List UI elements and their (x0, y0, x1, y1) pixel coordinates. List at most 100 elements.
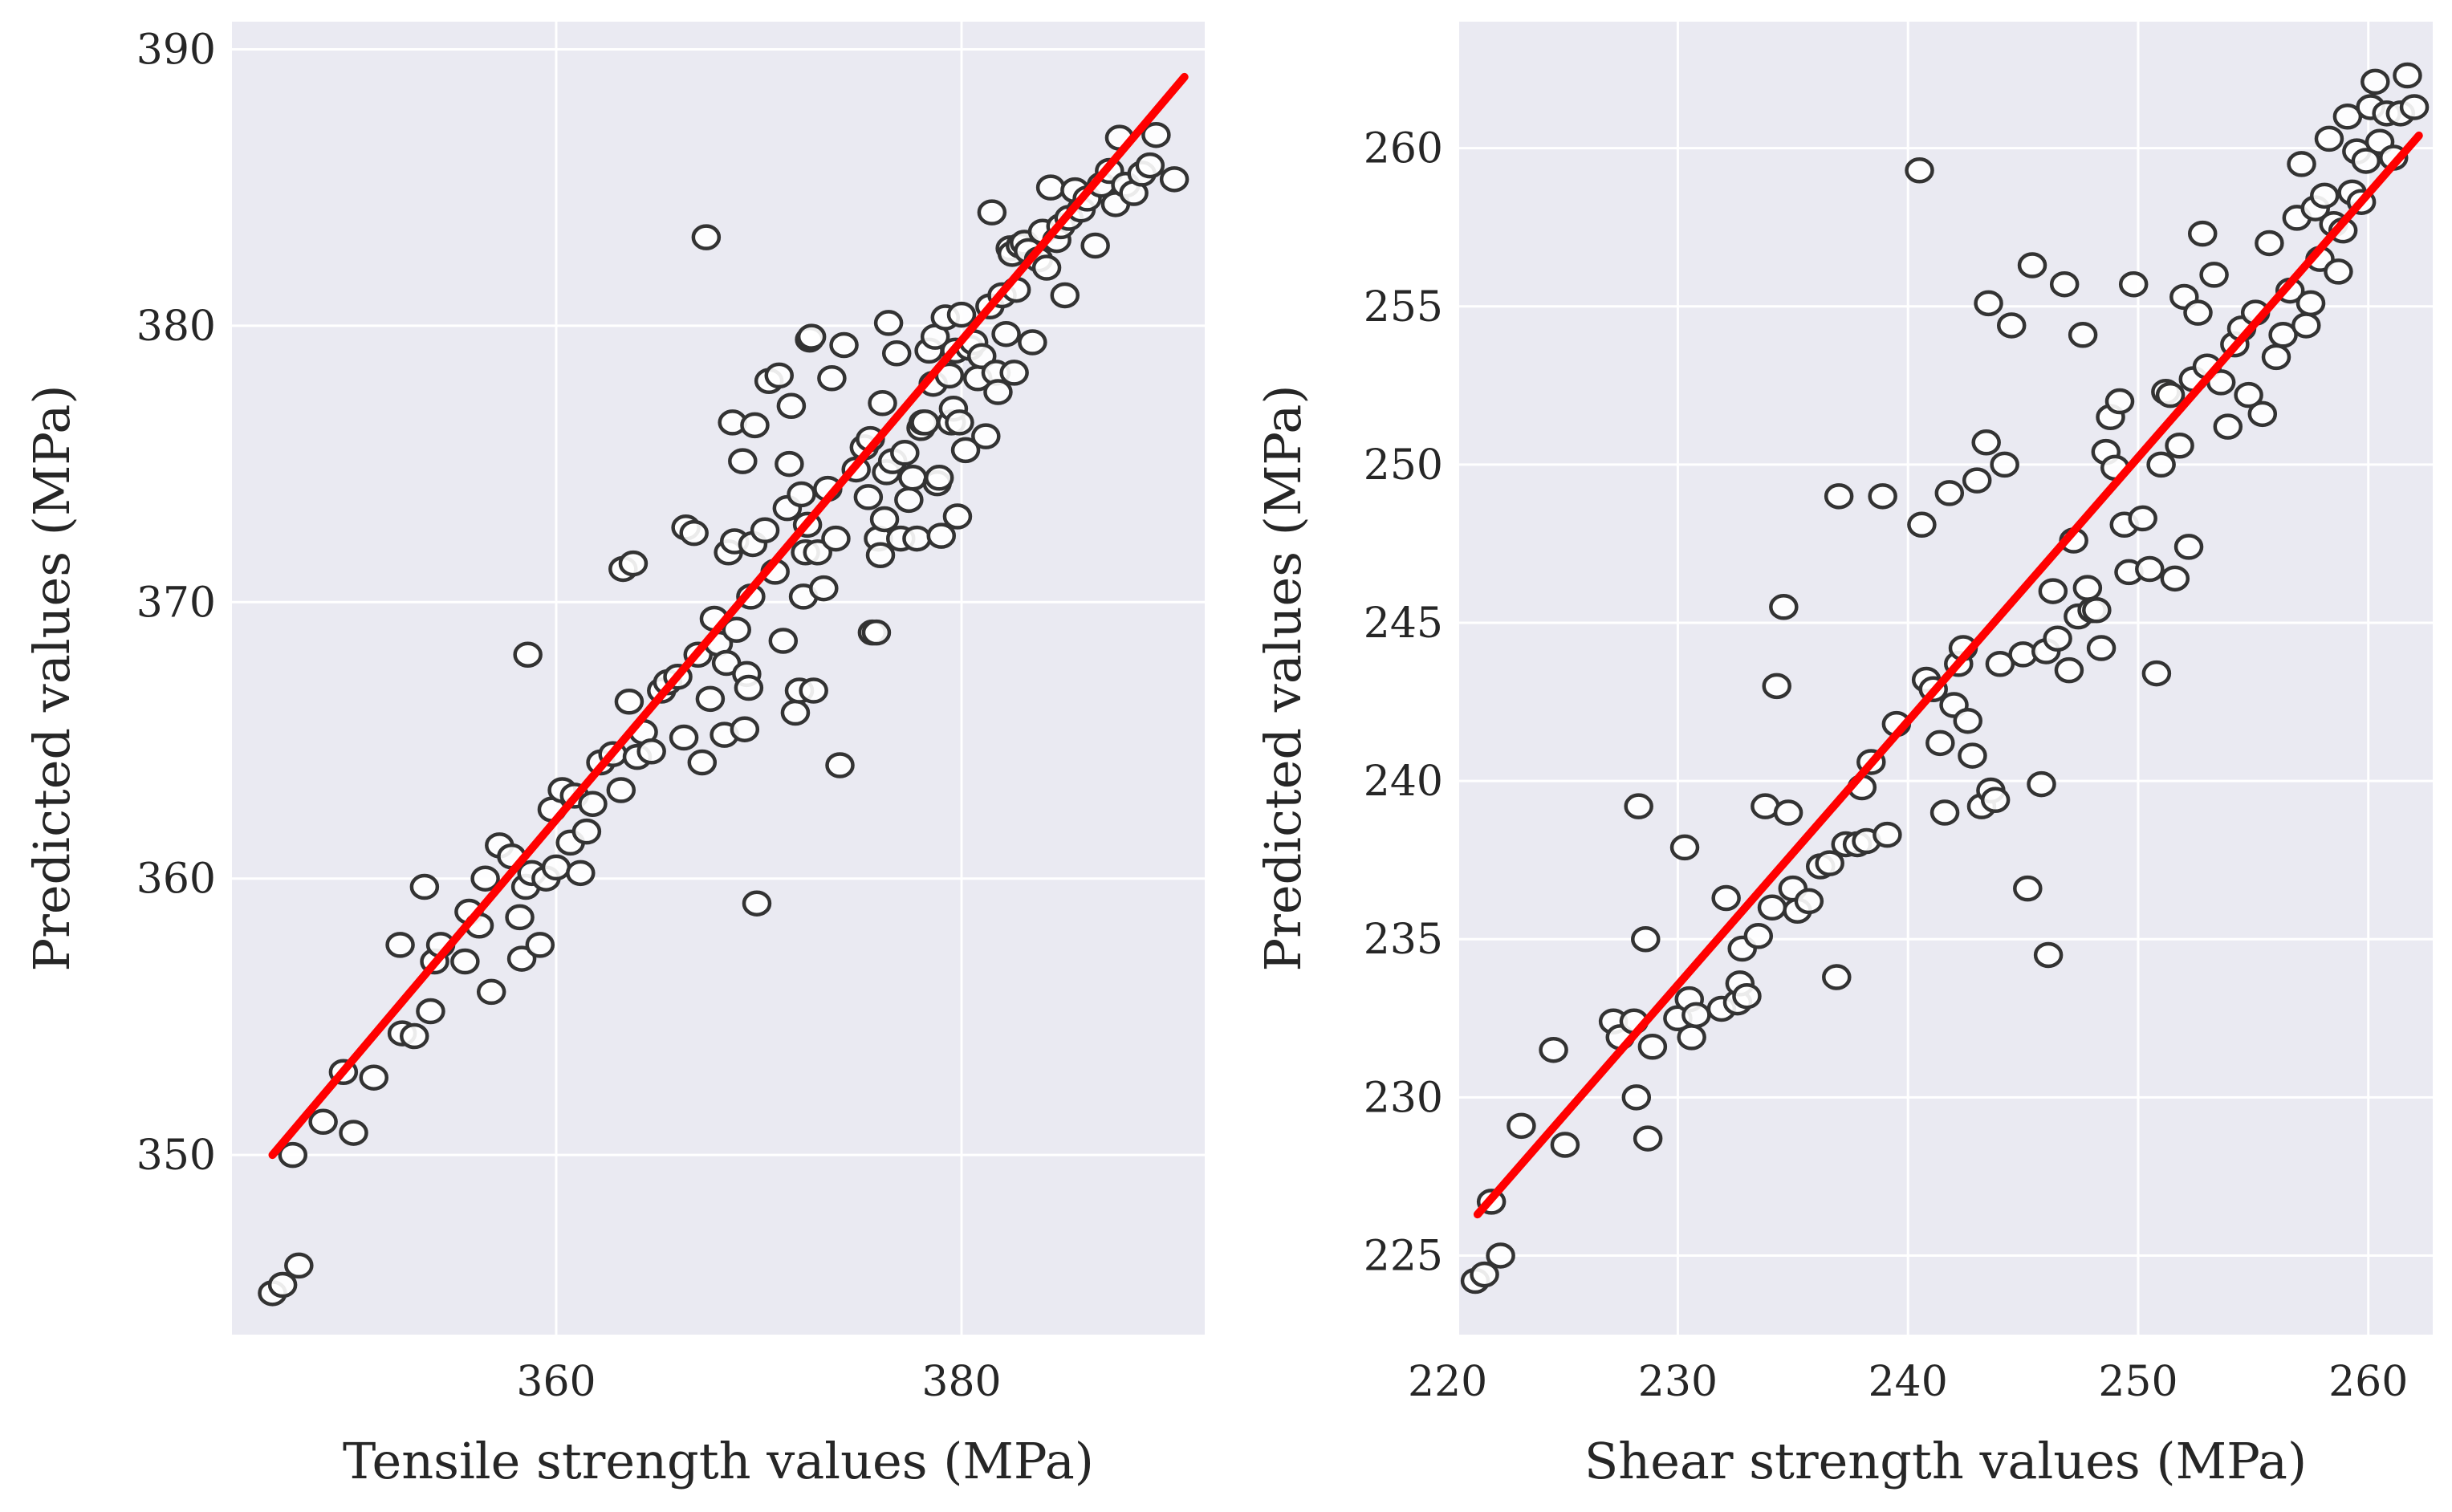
right-data-point (1815, 850, 1844, 876)
left-data-point (618, 550, 649, 577)
left-ytick-label: 350 (136, 1132, 216, 1180)
left-data-point (803, 539, 832, 566)
right-data-point (1637, 1034, 1668, 1060)
right-data-point (1677, 1024, 1706, 1051)
left-data-point (1141, 121, 1171, 148)
right-data-point (2027, 770, 2056, 798)
left-data-point (513, 641, 543, 668)
right-data-point (1873, 821, 1902, 848)
right-data-point (1929, 799, 1960, 826)
right-data-point (1980, 786, 2011, 814)
left-data-point (742, 890, 772, 917)
left-data-point (881, 340, 912, 367)
right-data-point (1822, 964, 1852, 990)
left-grid (232, 22, 1205, 1335)
right-data-point (1732, 982, 1762, 1010)
left-data-point (284, 1252, 314, 1279)
right-data-point (2049, 270, 2080, 298)
left-data-point (1018, 329, 1047, 356)
left-ytick-label: 390 (136, 26, 216, 74)
right-data-point (2135, 555, 2165, 583)
left-data-point (506, 945, 537, 972)
right-data-point (1985, 651, 2015, 677)
left-data-point (991, 320, 1021, 348)
right-data-point (1550, 1132, 1580, 1158)
right-ytick-label: 240 (1364, 758, 1443, 806)
left-data-point (750, 517, 780, 543)
left-data-point (636, 738, 666, 765)
right-data-point (1794, 888, 1824, 915)
left-data-point (861, 619, 892, 646)
right-data-point (2128, 505, 2157, 532)
right-ytick-label: 235 (1364, 916, 1443, 964)
right-xtick-label: 260 (2328, 1358, 2408, 1406)
left-data-point (470, 865, 500, 892)
right-data-point (2213, 413, 2243, 440)
right-data-point (1669, 834, 1700, 861)
left-data-point (764, 362, 794, 389)
left-data-point (691, 224, 722, 250)
right-data-point (2017, 252, 2047, 278)
right-xtick-label: 220 (1408, 1358, 1487, 1406)
right-data-point (2314, 125, 2344, 152)
right-data-point (2309, 182, 2340, 209)
left-data-point (722, 616, 751, 643)
right-data-point (1905, 157, 1934, 184)
left-data-point (728, 448, 758, 474)
left-data-point (942, 503, 973, 530)
left-data-point (740, 412, 770, 439)
left-data-point (687, 749, 718, 776)
right-data-point (2141, 660, 2172, 687)
left-data-point (541, 854, 571, 881)
left-data-point (339, 1120, 368, 1146)
right-data-point (1907, 511, 1937, 539)
left-data-point (775, 450, 804, 478)
right-data-point (1486, 1242, 1515, 1269)
left-data-point (308, 1108, 338, 1136)
left-data-point (825, 752, 855, 778)
left-data-point (679, 519, 709, 547)
right-data-point (2013, 875, 2043, 902)
right-ytick-label: 225 (1364, 1232, 1443, 1280)
left-data-point (890, 440, 920, 466)
left-data-point (1159, 166, 1189, 193)
left-data-point (416, 998, 445, 1025)
right-data-point (2155, 381, 2186, 408)
left-data-point (400, 1022, 429, 1050)
right-data-point (1996, 312, 2027, 339)
right-grid (1459, 22, 2433, 1335)
right-data-point (2351, 148, 2381, 174)
left-ytick-label: 370 (136, 579, 216, 627)
right-data-point (2291, 312, 2321, 339)
left-xtick-label: 380 (921, 1358, 1001, 1406)
right-data-point (1773, 799, 1803, 826)
right-ytick-label: 255 (1364, 283, 1443, 331)
right-data-point (2086, 635, 2117, 661)
left-data-point (1050, 282, 1080, 309)
right-data-point (2072, 575, 2103, 601)
left-data-point (768, 628, 799, 654)
right-data-point (2038, 578, 2068, 604)
left-fit-line (268, 72, 1189, 1160)
right-data-point (2104, 388, 2135, 415)
right-data-point (2082, 596, 2112, 624)
right-data-point (2361, 68, 2390, 96)
left-data-point (566, 860, 596, 887)
right-data-point (1681, 1002, 1711, 1029)
left-xtick-label: 360 (516, 1358, 596, 1406)
right-data-point (2234, 381, 2263, 408)
right-data-point (2399, 94, 2430, 120)
right-data-point (1974, 290, 2003, 317)
right-data-point (2160, 565, 2190, 592)
right-data-point (1934, 480, 1965, 506)
left-data-point (1135, 152, 1165, 179)
left-xlabel: Tensile strength values (MPa) (343, 1432, 1094, 1490)
right-data-point (2324, 258, 2353, 285)
right-data-point (2173, 534, 2204, 560)
left-data-point (796, 323, 827, 350)
left-data-point (278, 1141, 307, 1169)
left-data-point (873, 310, 904, 336)
left-data-point (809, 575, 839, 602)
right-ytick-label: 250 (1364, 441, 1443, 490)
right-data-point (1539, 1036, 1568, 1063)
